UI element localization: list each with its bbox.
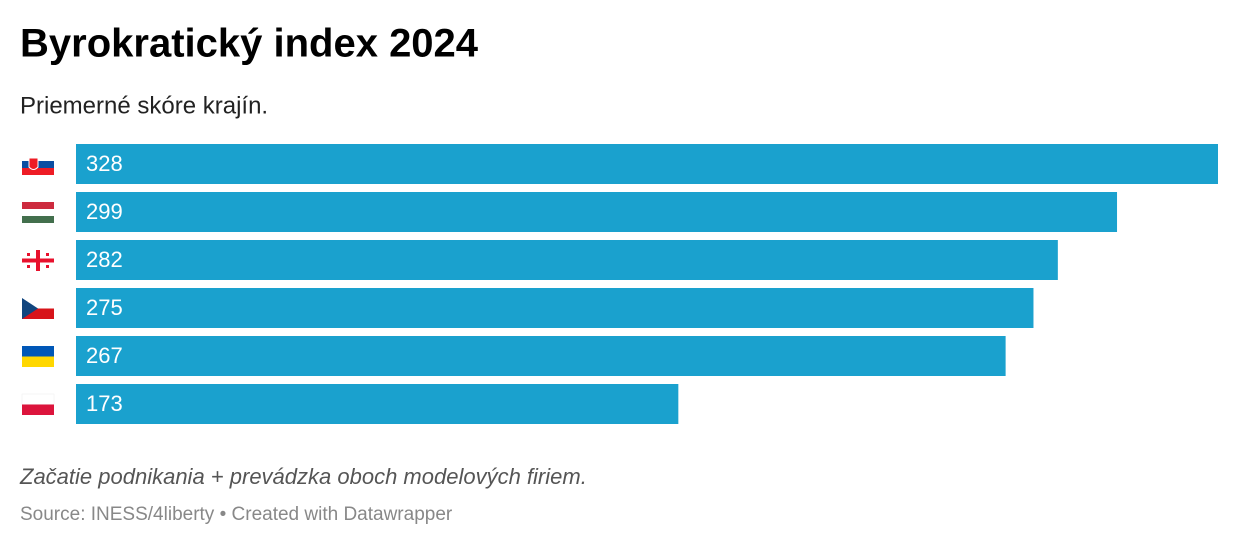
flags [21, 154, 55, 415]
bar [76, 336, 1006, 376]
flag-ukraine [22, 346, 54, 367]
flag-hungary [22, 202, 54, 223]
bar [76, 144, 1218, 184]
chart-source: Source: INESS/4liberty • Created with Da… [20, 504, 453, 525]
value-label: 275 [86, 295, 123, 320]
bar [76, 192, 1118, 232]
value-label: 173 [86, 391, 123, 416]
value-label: 299 [86, 199, 123, 224]
value-label: 267 [86, 343, 123, 368]
chart-title: Byrokratický index 2024 [20, 22, 479, 66]
chart-subtitle: Priemerné skóre krajín. [20, 92, 268, 119]
flag-czechia [22, 298, 54, 319]
flag-georgia [22, 250, 54, 271]
bar [76, 288, 1034, 328]
flag-slovakia [22, 154, 54, 175]
bar [76, 384, 679, 424]
bar [76, 240, 1058, 280]
value-label: 282 [86, 247, 123, 272]
value-label: 328 [86, 151, 123, 176]
flag-poland [21, 393, 55, 415]
chart-note: Začatie podnikania + prevádzka oboch mod… [19, 464, 587, 489]
